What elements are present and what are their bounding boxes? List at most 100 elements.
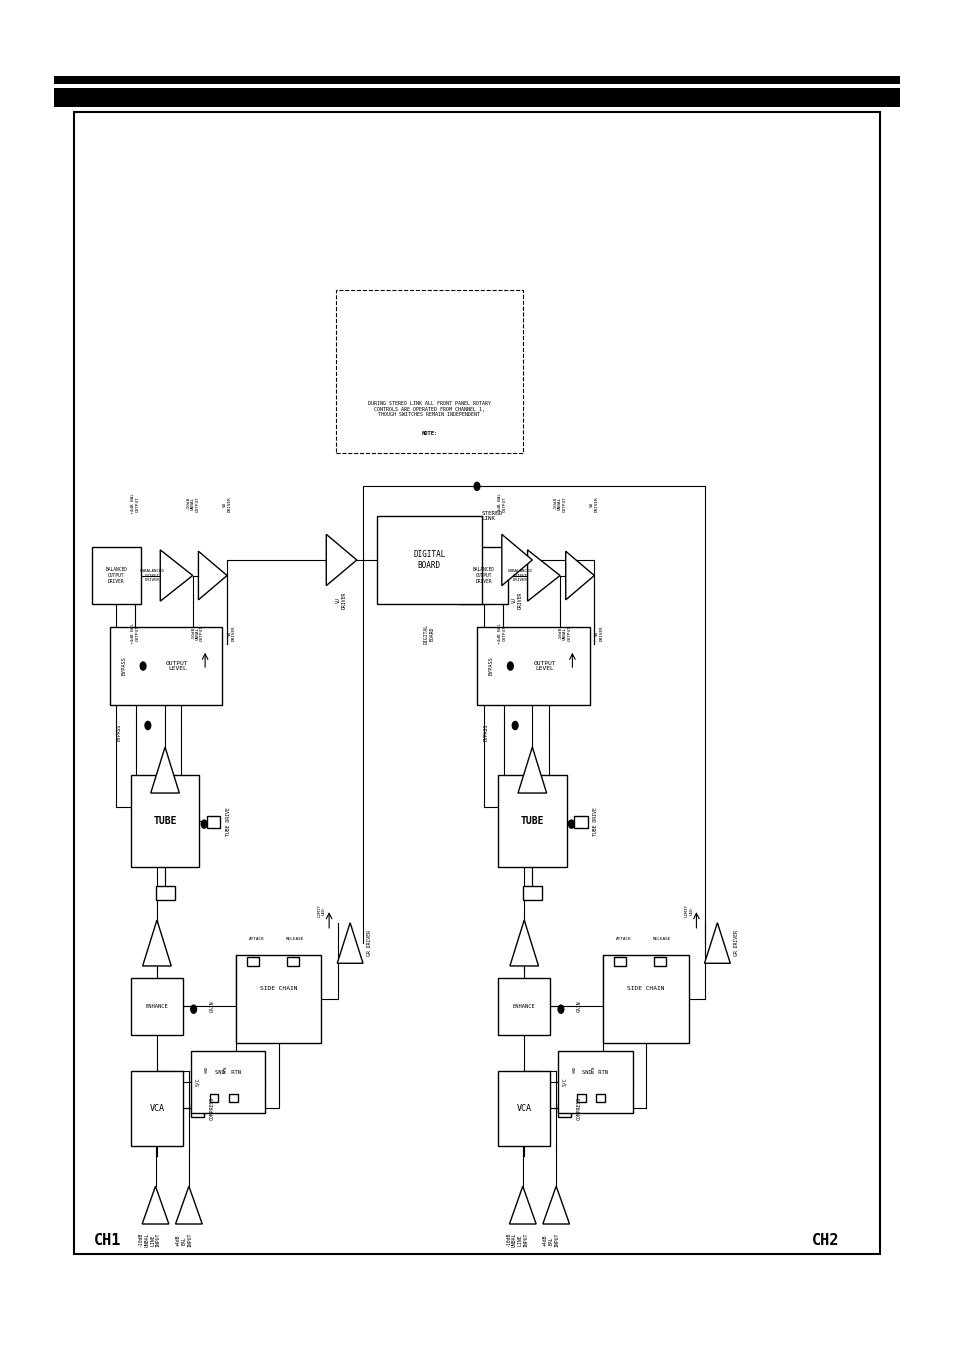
Bar [91, 547, 141, 604]
Text: +4dB
BAL
INPUT: +4dB BAL INPUT [175, 1233, 193, 1247]
Text: COMPRESS: COMPRESS [576, 1097, 581, 1120]
Bar [207, 816, 220, 828]
Text: VU
DRIVER: VU DRIVER [227, 626, 236, 642]
Text: RTN: RTN [224, 1066, 228, 1074]
Text: VU
DRIVER: VU DRIVER [589, 496, 598, 512]
Text: RTN: RTN [591, 1066, 595, 1074]
Text: BYPASS: BYPASS [483, 724, 489, 740]
Text: SND  RTN: SND RTN [214, 1070, 241, 1075]
Circle shape [568, 820, 574, 828]
Polygon shape [198, 551, 227, 600]
Text: GR DRIVER: GR DRIVER [733, 929, 739, 957]
Text: +4dB BAL
OUTPUT: +4dB BAL OUTPUT [497, 623, 507, 644]
Text: ATTACK: ATTACK [616, 938, 631, 940]
Polygon shape [175, 1186, 202, 1224]
Text: SND: SND [572, 1066, 576, 1074]
Text: LIMIT
LED: LIMIT LED [683, 904, 693, 917]
Text: S/C: S/C [194, 1078, 200, 1086]
Text: OUTPUT
LEVEL: OUTPUT LEVEL [533, 661, 556, 671]
Polygon shape [160, 550, 193, 601]
Polygon shape [527, 550, 559, 601]
Polygon shape [336, 923, 362, 963]
Bar [614, 957, 625, 966]
Text: ENHANCE: ENHANCE [513, 1004, 535, 1009]
Circle shape [145, 721, 151, 730]
Text: COMPRESS: COMPRESS [209, 1097, 214, 1120]
Text: +4dB BAL
OUTPUT: +4dB BAL OUTPUT [131, 493, 140, 515]
Text: SND: SND [205, 1066, 209, 1074]
Circle shape [201, 820, 207, 828]
Circle shape [507, 662, 513, 670]
Bar [497, 978, 550, 1035]
Text: BYPASS: BYPASS [488, 657, 494, 676]
Bar [287, 957, 298, 966]
Text: -10dB
UNBAL
OUTPUT: -10dB UNBAL OUTPUT [553, 496, 566, 512]
Bar [247, 957, 258, 966]
Bar [229, 1094, 237, 1102]
Text: LIMIT
LED: LIMIT LED [316, 904, 326, 917]
Text: RELEASE: RELEASE [285, 938, 304, 940]
Text: -10dB
UNBAL
OUTPUT: -10dB UNBAL OUTPUT [558, 626, 571, 642]
Bar [110, 627, 222, 705]
Bar [558, 1105, 571, 1116]
Text: GR DRIVER: GR DRIVER [366, 929, 372, 957]
Polygon shape [501, 534, 532, 586]
Polygon shape [509, 1186, 536, 1224]
Bar [74, 112, 879, 1254]
Text: SIDE CHAIN: SIDE CHAIN [626, 986, 664, 992]
Bar [335, 290, 522, 453]
Bar [654, 957, 665, 966]
Text: VU
DRIVER: VU DRIVER [335, 592, 347, 609]
Text: OUTPUT
LEVEL: OUTPUT LEVEL [166, 661, 189, 671]
Text: +4dB
BAL
INPUT: +4dB BAL INPUT [542, 1233, 559, 1247]
Text: CH2: CH2 [811, 1232, 839, 1248]
Text: TUBE DRIVE: TUBE DRIVE [592, 807, 598, 836]
Circle shape [191, 1005, 196, 1013]
Bar [131, 978, 183, 1035]
Text: VCA: VCA [517, 1104, 531, 1113]
Text: +4dB BAL
OUTPUT: +4dB BAL OUTPUT [131, 623, 140, 644]
Circle shape [474, 482, 479, 490]
Polygon shape [151, 747, 179, 793]
Text: S/C: S/C [561, 1078, 567, 1086]
Circle shape [140, 662, 146, 670]
Bar [210, 1094, 218, 1102]
Text: UNBALANCED
OUTPUT
DRIVER: UNBALANCED OUTPUT DRIVER [140, 569, 165, 582]
Bar [235, 955, 321, 1043]
Bar [574, 816, 587, 828]
Text: DURING STEREO LINK ALL FRONT PANEL ROTARY
CONTROLS ARE OPERATED FROM CHANNEL 1,
: DURING STEREO LINK ALL FRONT PANEL ROTAR… [368, 401, 490, 417]
Bar [497, 775, 566, 867]
Polygon shape [509, 920, 537, 966]
Polygon shape [703, 923, 730, 963]
Text: CH1: CH1 [93, 1232, 121, 1248]
Bar [497, 1071, 550, 1146]
Bar [558, 1051, 632, 1113]
Bar [131, 1071, 183, 1146]
Text: UNBALANCED
OUTPUT
DRIVER: UNBALANCED OUTPUT DRIVER [507, 569, 532, 582]
Bar [54, 76, 899, 84]
Text: TUBE DRIVE: TUBE DRIVE [225, 807, 231, 836]
Text: DIGITAL
BOARD: DIGITAL BOARD [423, 624, 435, 643]
Text: BYPASS: BYPASS [116, 724, 122, 740]
Text: VCA: VCA [150, 1104, 164, 1113]
Polygon shape [542, 1186, 569, 1224]
Text: -10dB
UNBAL
OUTPUT: -10dB UNBAL OUTPUT [191, 626, 204, 642]
Text: GAIN: GAIN [209, 1001, 214, 1012]
Bar [522, 886, 541, 900]
Text: VU
DRIVER: VU DRIVER [511, 592, 522, 609]
Text: TUBE: TUBE [520, 816, 543, 827]
Text: +4dB BAL
OUTPUT: +4dB BAL OUTPUT [497, 493, 507, 515]
Text: VU
DRIVER: VU DRIVER [594, 626, 603, 642]
Text: BALANCED
OUTPUT
DRIVER: BALANCED OUTPUT DRIVER [472, 567, 495, 584]
Text: -10dB
UNBAL
LINE
INPUT: -10dB UNBAL LINE INPUT [138, 1233, 161, 1247]
Bar [602, 955, 688, 1043]
Bar [577, 1094, 585, 1102]
Polygon shape [565, 551, 594, 600]
Bar [596, 1094, 604, 1102]
Bar [376, 516, 481, 604]
Text: VU
DRIVER: VU DRIVER [222, 496, 232, 512]
Polygon shape [517, 747, 546, 793]
Text: SND  RTN: SND RTN [581, 1070, 608, 1075]
Bar [54, 88, 899, 107]
Bar [191, 1105, 204, 1116]
